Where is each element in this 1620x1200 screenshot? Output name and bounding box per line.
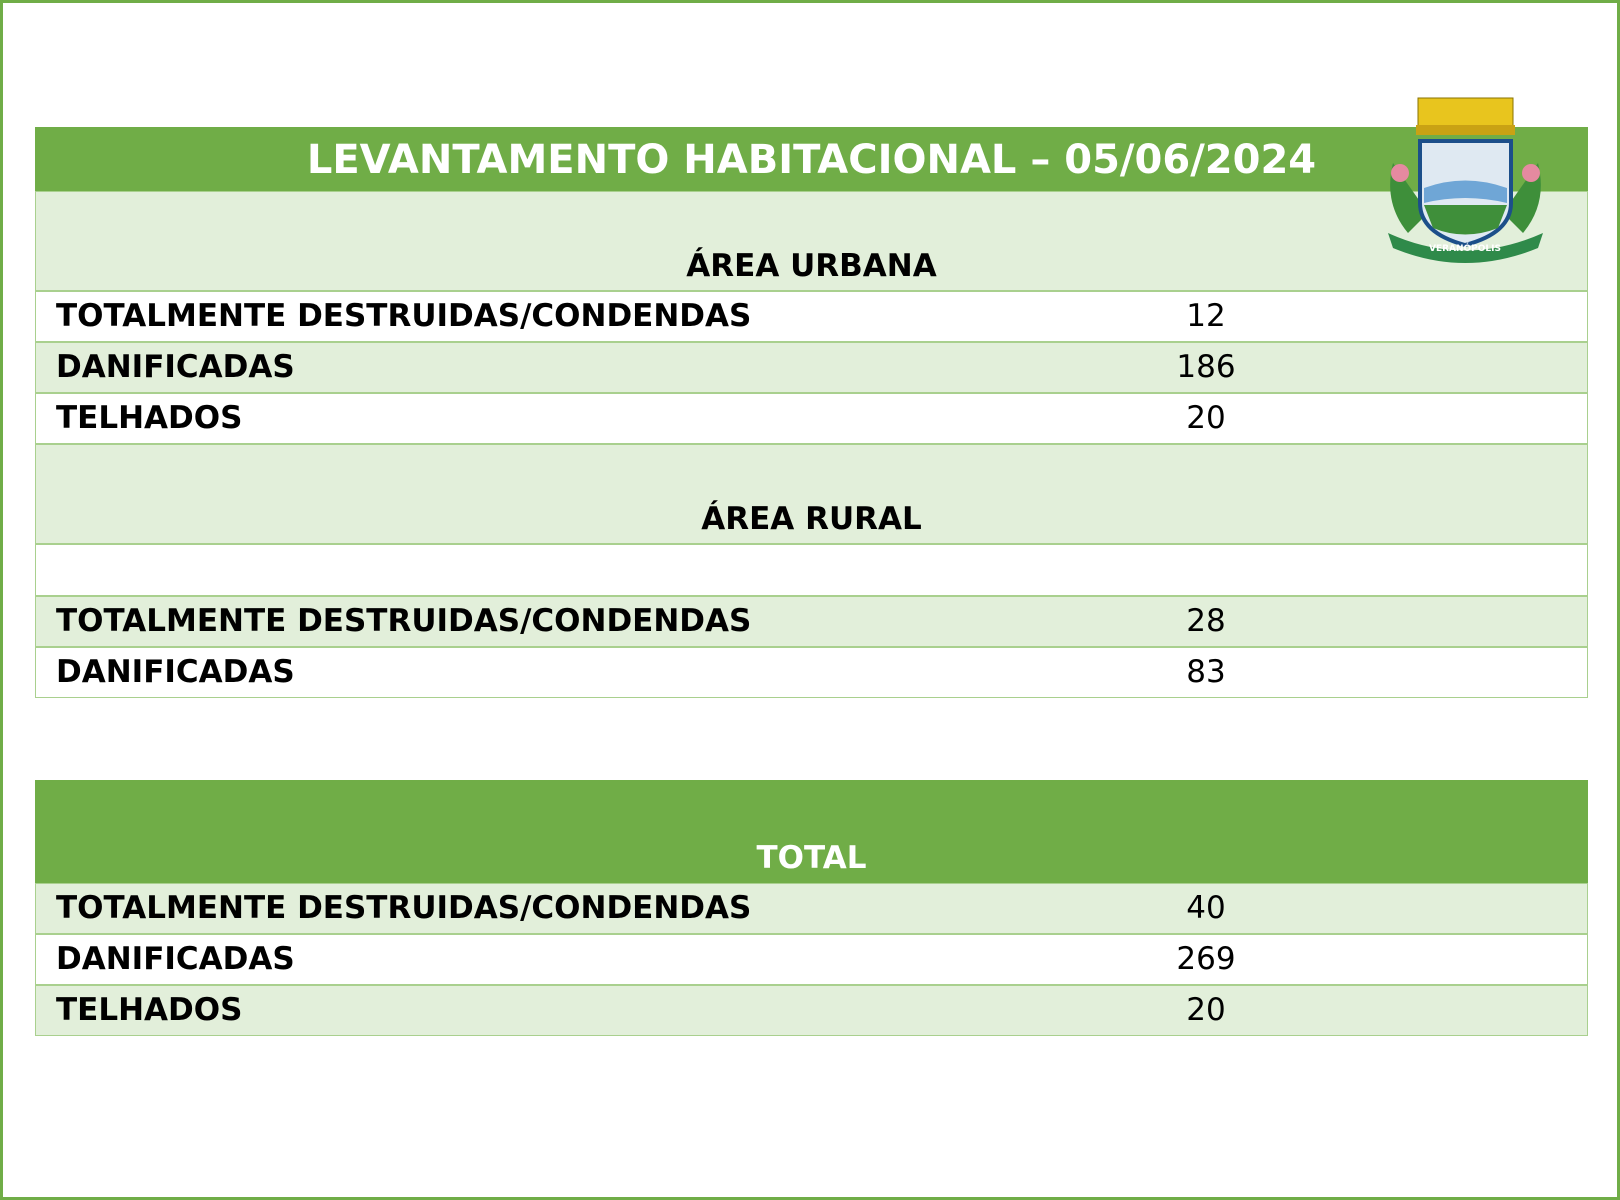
crown-base (1416, 125, 1515, 135)
river (1424, 180, 1507, 203)
row-label: DANIFICADAS (56, 349, 295, 385)
row-value: 20 (1186, 400, 1226, 436)
field (1424, 205, 1507, 235)
row-label: TOTALMENTE DESTRUIDAS/CONDENDAS (56, 298, 752, 334)
empty-row (35, 544, 1588, 596)
row-value: 20 (1186, 992, 1226, 1028)
row: DANIFICADAS 83 (35, 647, 1588, 698)
emblem: VERANÓPOLIS (1388, 97, 1543, 263)
row-value: 40 (1186, 890, 1226, 926)
row-value: 269 (1176, 941, 1236, 977)
row: TOTALMENTE DESTRUIDAS/CONDENDAS 12 (35, 291, 1588, 342)
row-value: 12 (1186, 298, 1226, 334)
section-heading: TOTAL (35, 780, 1588, 883)
flower (1522, 164, 1540, 182)
ribbon (1388, 233, 1543, 263)
row: TOTALMENTE DESTRUIDAS/CONDENDAS 40 (35, 883, 1588, 934)
section-heading: ÁREA RURAL (35, 444, 1588, 544)
title: LEVANTAMENTO HABITACIONAL – 05/06/2024 (35, 127, 1588, 191)
row: DANIFICADAS 269 (35, 934, 1588, 985)
row-label: TOTALMENTE DESTRUIDAS/CONDENDAS (56, 890, 752, 926)
emblem-text: VERANÓPOLIS (1429, 242, 1501, 254)
row-label: TOTALMENTE DESTRUIDAS/CONDENDAS (56, 603, 752, 639)
row: TOTALMENTE DESTRUIDAS/CONDENDAS 28 (35, 596, 1588, 647)
row-label: DANIFICADAS (56, 654, 295, 690)
crown (1417, 97, 1514, 129)
row-label: TELHADOS (56, 992, 243, 1028)
row-label: DANIFICADAS (56, 941, 295, 977)
row: TELHADOS 20 (35, 985, 1588, 1036)
row-label: TELHADOS (56, 400, 243, 436)
row-value: 83 (1186, 654, 1226, 690)
section-heading: ÁREA URBANA (35, 191, 1588, 291)
row: DANIFICADAS 186 (35, 342, 1588, 393)
row: TELHADOS 20 (35, 393, 1588, 444)
row-value: 28 (1186, 603, 1226, 639)
row-value: 186 (1176, 349, 1236, 385)
flower (1391, 164, 1409, 182)
